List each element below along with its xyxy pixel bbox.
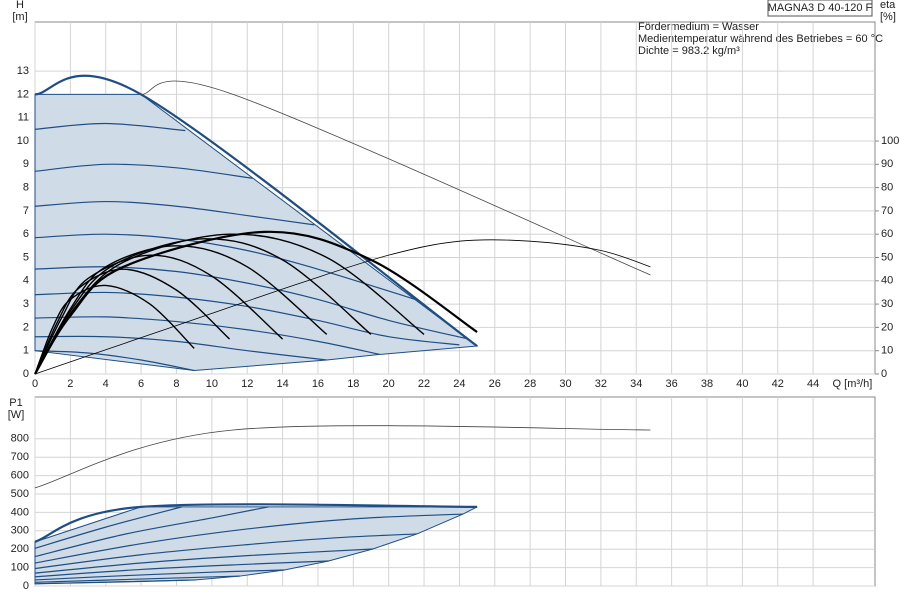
curve [141, 80, 651, 276]
curve [34, 74, 478, 347]
y2-axis-label: eta [880, 0, 896, 11]
curve [34, 254, 284, 375]
y-tick-label: 3 [23, 298, 29, 310]
x-tick-label: 12 [241, 378, 253, 390]
x-tick-label: 40 [736, 378, 748, 390]
y2-axis-unit: [%] [880, 11, 896, 23]
y-tick-label: 12 [17, 88, 29, 100]
x-axis-label: Q [m³/h] [833, 378, 873, 390]
y-tick-label: 5 [23, 251, 29, 263]
y2-tick-label: 10 [881, 345, 893, 357]
curve [34, 503, 478, 543]
y-tick-label: 8 [23, 182, 29, 194]
curve [34, 506, 182, 549]
y-tick-label: 300 [11, 525, 29, 537]
x-tick-label: 0 [32, 378, 38, 390]
y-axis-unit: [m] [12, 11, 27, 23]
curve [34, 560, 329, 578]
model-label: MAGNA3 D 40-120 F [768, 2, 873, 14]
curve [34, 350, 195, 372]
x-tick-label: 4 [103, 378, 109, 390]
y-tick-label: 500 [11, 488, 29, 500]
y-tick-label: 0 [23, 368, 29, 380]
note: Dichte = 983.2 kg/m³ [638, 45, 740, 57]
curve [34, 233, 416, 301]
curve [34, 122, 186, 132]
y2-tick-label: 80 [881, 182, 893, 194]
y-tick-label: 200 [11, 543, 29, 555]
y-tick-label: 0 [23, 580, 29, 592]
x-tick-label: 30 [559, 378, 571, 390]
curve [34, 268, 231, 375]
y-tick-label: 11 [18, 112, 29, 124]
y2-tick-label: 0 [881, 368, 887, 380]
x-tick-label: 38 [701, 378, 713, 390]
curve [34, 316, 380, 356]
y-tick-label: 7 [23, 205, 29, 217]
y2-tick-label: 60 [881, 228, 893, 240]
x-tick-label: 28 [524, 378, 536, 390]
y-axis-label: P1 [9, 397, 22, 409]
curve [34, 230, 478, 375]
y-tick-label: 4 [23, 275, 29, 287]
x-tick-label: 44 [807, 378, 819, 390]
curve [34, 233, 425, 375]
x-tick-label: 8 [173, 378, 179, 390]
curve [34, 200, 315, 226]
x-tick-label: 32 [595, 378, 607, 390]
curve [34, 239, 651, 375]
x-tick-label: 24 [453, 378, 465, 390]
y2-tick-label: 100 [881, 135, 899, 147]
x-tick-label: 14 [276, 378, 288, 390]
curve [34, 575, 241, 583]
curve [34, 425, 651, 489]
x-tick-label: 18 [347, 378, 359, 390]
y2-tick-label: 30 [881, 298, 893, 310]
x-tick-label: 10 [206, 378, 218, 390]
curve [34, 579, 196, 585]
y2-tick-label: 20 [881, 321, 893, 333]
note: Medientemperatur während des Betriebes =… [638, 33, 883, 45]
y-tick-label: 1 [23, 345, 29, 357]
x-tick-label: 42 [772, 378, 784, 390]
x-tick-label: 22 [418, 378, 430, 390]
x-tick-label: 20 [383, 378, 395, 390]
y2-tick-label: 40 [881, 275, 893, 287]
y-tick-label: 6 [23, 228, 29, 240]
x-tick-label: 26 [489, 378, 501, 390]
y-axis-label: H [16, 0, 24, 11]
curve [34, 291, 460, 346]
y-tick-label: 10 [17, 135, 29, 147]
x-tick-label: 34 [630, 378, 642, 390]
y2-tick-label: 90 [881, 158, 893, 170]
y-tick-label: 700 [11, 451, 29, 463]
y-tick-label: 9 [23, 158, 29, 170]
x-tick-label: 36 [666, 378, 678, 390]
y2-tick-label: 50 [881, 251, 893, 263]
y-tick-label: 2 [23, 321, 29, 333]
curve [34, 533, 418, 570]
curve [34, 569, 285, 581]
curve [34, 335, 327, 361]
y-axis-unit: [W] [8, 409, 25, 421]
y-tick-label: 800 [11, 433, 29, 445]
x-tick-label: 6 [138, 378, 144, 390]
curve [34, 513, 463, 564]
y-tick-label: 13 [17, 65, 29, 77]
y-tick-label: 100 [11, 562, 29, 574]
y2-tick-label: 70 [881, 205, 893, 217]
curve [34, 548, 373, 574]
x-tick-label: 16 [312, 378, 324, 390]
x-tick-label: 2 [67, 378, 73, 390]
curve [34, 506, 269, 558]
curve [34, 163, 253, 179]
y-tick-label: 400 [11, 506, 29, 518]
note: Fördermedium = Wasser [638, 21, 759, 33]
model-box [767, 0, 873, 17]
y-tick-label: 600 [11, 470, 29, 482]
